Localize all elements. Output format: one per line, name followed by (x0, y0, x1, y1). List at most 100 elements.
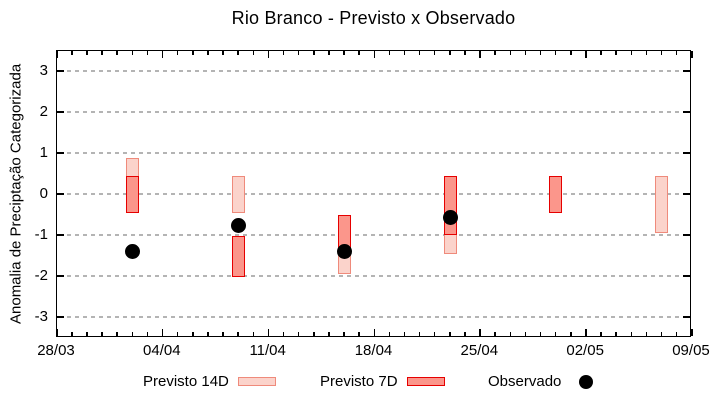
x-minor-tick-bottom (554, 332, 557, 336)
x-minor-tick-bottom (252, 332, 255, 336)
x-minor-tick-bottom (101, 332, 103, 336)
x-minor-tick-top (222, 51, 224, 55)
x-major-tick-bottom (161, 329, 164, 336)
gridline (59, 275, 688, 277)
x-minor-tick-bottom (570, 332, 572, 336)
x-minor-tick-bottom (630, 332, 633, 336)
observado-point (125, 244, 141, 260)
x-major-tick-top (585, 51, 587, 58)
y-tick-label: 1 (39, 143, 48, 161)
previsto-7d-bar (126, 176, 140, 213)
x-minor-tick-top (237, 51, 239, 55)
x-minor-tick-top (675, 51, 678, 55)
x-minor-tick-bottom (71, 332, 73, 336)
x-major-tick-top (267, 51, 270, 58)
y-tick-label: -2 (34, 266, 48, 284)
previsto-14d-bar (655, 176, 669, 234)
x-major-tick-bottom (56, 329, 58, 336)
x-minor-tick-bottom (146, 332, 149, 336)
x-tick-label: 04/04 (143, 342, 181, 359)
x-minor-tick-top (418, 51, 421, 55)
gridline (59, 111, 688, 113)
x-minor-tick-bottom (660, 332, 663, 336)
y-tick-right (683, 316, 690, 318)
plot-area (56, 50, 693, 337)
x-tick-label: 11/04 (249, 342, 286, 359)
y-tick-left (57, 152, 64, 154)
x-minor-tick-top (207, 51, 209, 55)
y-tick-label: 3 (39, 61, 48, 79)
y-tick-left (57, 275, 64, 277)
x-minor-tick-bottom (600, 332, 602, 336)
x-major-tick-bottom (479, 329, 481, 336)
x-minor-tick-bottom (418, 332, 421, 336)
x-minor-tick-bottom (222, 332, 224, 336)
previsto-7d-bar (549, 176, 563, 213)
x-minor-tick-bottom (645, 332, 648, 336)
x-minor-tick-bottom (176, 332, 179, 336)
x-minor-tick-top (358, 51, 360, 55)
x-minor-tick-top (328, 51, 330, 55)
x-minor-tick-bottom (615, 332, 617, 336)
previsto-14d-swatch-icon (237, 377, 276, 386)
x-minor-tick-top (554, 51, 557, 55)
gridline (59, 70, 688, 72)
x-minor-tick-bottom (358, 332, 360, 336)
x-minor-tick-top (388, 51, 391, 55)
x-minor-tick-bottom (86, 332, 88, 336)
x-minor-tick-top (509, 51, 512, 55)
x-major-tick-bottom (691, 329, 693, 336)
x-minor-tick-top (86, 51, 88, 55)
x-minor-tick-top (176, 51, 179, 55)
x-major-tick-top (691, 51, 693, 58)
x-major-tick-bottom (373, 329, 375, 336)
y-tick-label: -3 (34, 307, 48, 325)
observado-point (442, 209, 458, 225)
x-minor-tick-top (343, 51, 345, 55)
x-minor-tick-top (539, 51, 542, 55)
x-minor-tick-bottom (449, 332, 451, 336)
legend-label-previsto-14d: Previsto 14D (143, 373, 229, 390)
y-tick-left (57, 70, 64, 72)
x-minor-tick-top (146, 51, 149, 55)
y-tick-label: -1 (34, 225, 48, 243)
x-major-tick-top (373, 51, 375, 58)
x-tick-label: 09/05 (672, 342, 710, 359)
y-tick-label: 0 (39, 184, 48, 202)
previsto-7d-bar (231, 235, 245, 277)
x-tick-label: 18/04 (354, 342, 393, 359)
legend-item-previsto-14d: Previsto 14D (143, 373, 276, 390)
x-minor-tick-top (630, 51, 633, 55)
x-minor-tick-top (645, 51, 648, 55)
x-tick-label: 25/04 (460, 342, 499, 359)
x-minor-tick-bottom (237, 332, 239, 336)
x-minor-tick-bottom (403, 332, 406, 336)
x-minor-tick-bottom (464, 332, 466, 336)
x-minor-tick-top (282, 51, 285, 55)
x-minor-tick-top (433, 51, 436, 55)
legend-item-previsto-7d: Previsto 7D (320, 373, 445, 390)
x-major-tick-top (56, 51, 58, 58)
x-minor-tick-top (615, 51, 617, 55)
x-minor-tick-top (464, 51, 466, 55)
observado-point (230, 217, 246, 233)
x-minor-tick-top (570, 51, 572, 55)
observado-point (336, 244, 352, 260)
y-tick-left (57, 193, 64, 195)
x-minor-tick-bottom (524, 332, 527, 336)
x-minor-tick-top (494, 51, 496, 55)
x-minor-tick-top (313, 51, 315, 55)
x-minor-tick-bottom (207, 332, 209, 336)
y-tick-right (683, 70, 690, 72)
x-minor-tick-top (252, 51, 255, 55)
legend-label-previsto-7d: Previsto 7D (320, 373, 398, 390)
x-minor-tick-bottom (282, 332, 285, 336)
x-minor-tick-bottom (328, 332, 330, 336)
x-minor-tick-top (403, 51, 406, 55)
x-minor-tick-top (660, 51, 663, 55)
x-tick-label: 02/05 (566, 342, 604, 359)
previsto-7d-bar (443, 176, 457, 236)
x-minor-tick-bottom (433, 332, 436, 336)
x-minor-tick-top (449, 51, 451, 55)
